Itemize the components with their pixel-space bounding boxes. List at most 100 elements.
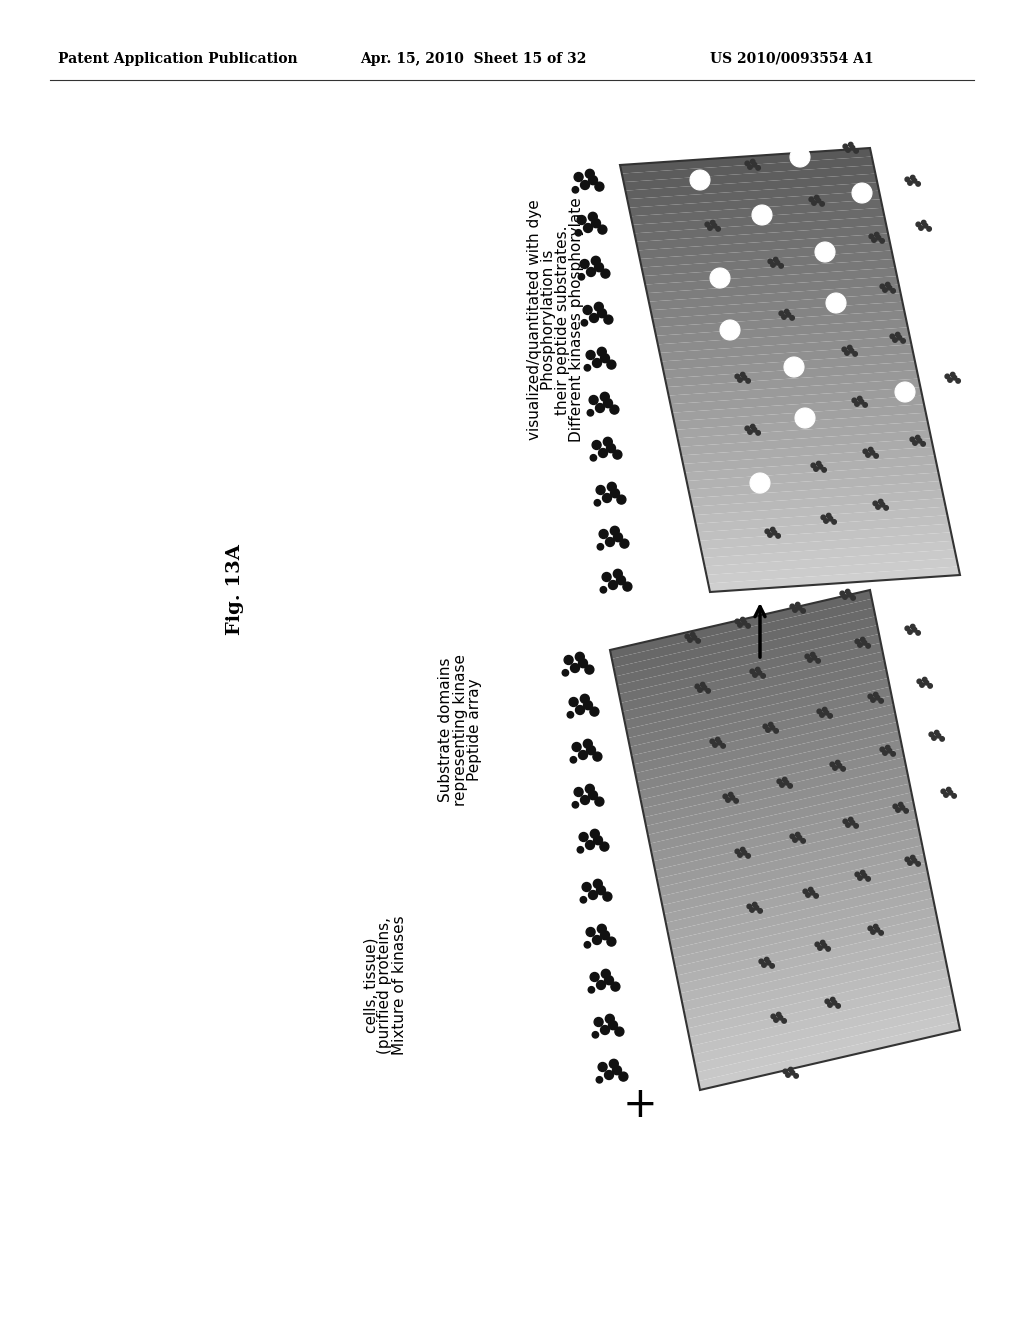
- Polygon shape: [620, 148, 871, 173]
- Polygon shape: [663, 845, 924, 913]
- Circle shape: [771, 1014, 775, 1019]
- Circle shape: [590, 708, 599, 715]
- Circle shape: [594, 1018, 603, 1027]
- Circle shape: [597, 981, 605, 990]
- Polygon shape: [674, 404, 926, 430]
- Circle shape: [809, 197, 813, 202]
- Polygon shape: [685, 455, 937, 480]
- Circle shape: [830, 998, 835, 1002]
- Polygon shape: [687, 465, 938, 490]
- Circle shape: [748, 430, 753, 434]
- Circle shape: [887, 285, 892, 290]
- Circle shape: [746, 1191, 759, 1203]
- Text: Peptide array: Peptide array: [467, 678, 481, 781]
- Circle shape: [854, 149, 858, 153]
- Circle shape: [868, 694, 872, 698]
- Circle shape: [710, 1204, 722, 1216]
- Circle shape: [610, 405, 618, 414]
- Text: Phosphorylation is: Phosphorylation is: [541, 249, 555, 391]
- Polygon shape: [688, 473, 940, 498]
- Circle shape: [599, 529, 608, 539]
- Polygon shape: [654, 310, 906, 335]
- Circle shape: [791, 834, 795, 838]
- Circle shape: [825, 946, 830, 952]
- Circle shape: [723, 795, 727, 799]
- Circle shape: [750, 473, 770, 492]
- Polygon shape: [681, 438, 933, 463]
- Circle shape: [821, 515, 825, 520]
- Circle shape: [763, 725, 768, 729]
- Circle shape: [616, 576, 626, 585]
- Polygon shape: [664, 352, 915, 379]
- Circle shape: [586, 841, 595, 850]
- Circle shape: [587, 268, 596, 276]
- Circle shape: [737, 623, 742, 627]
- Circle shape: [759, 960, 764, 964]
- Circle shape: [755, 906, 759, 909]
- Circle shape: [808, 657, 812, 663]
- Circle shape: [761, 673, 765, 678]
- Circle shape: [740, 372, 744, 376]
- Circle shape: [600, 392, 609, 401]
- Circle shape: [794, 1073, 799, 1078]
- Circle shape: [901, 339, 905, 343]
- Circle shape: [912, 858, 916, 863]
- Circle shape: [860, 870, 865, 875]
- Circle shape: [816, 198, 821, 203]
- Circle shape: [598, 226, 607, 234]
- Polygon shape: [705, 549, 956, 576]
- Polygon shape: [696, 1012, 958, 1081]
- Circle shape: [696, 639, 700, 643]
- Circle shape: [739, 1230, 752, 1242]
- Circle shape: [936, 734, 941, 738]
- Circle shape: [702, 1242, 715, 1255]
- Polygon shape: [695, 507, 947, 532]
- Circle shape: [771, 263, 775, 267]
- Circle shape: [562, 669, 568, 676]
- Circle shape: [592, 219, 600, 227]
- Circle shape: [814, 894, 818, 898]
- Circle shape: [772, 531, 777, 535]
- Circle shape: [846, 589, 850, 594]
- Circle shape: [593, 879, 602, 888]
- Circle shape: [590, 973, 599, 982]
- Circle shape: [585, 364, 591, 371]
- Circle shape: [814, 195, 819, 199]
- Circle shape: [768, 722, 773, 727]
- Circle shape: [598, 1063, 607, 1072]
- Circle shape: [848, 346, 852, 350]
- Polygon shape: [698, 1022, 961, 1090]
- Circle shape: [579, 659, 588, 668]
- Polygon shape: [709, 566, 961, 591]
- Circle shape: [854, 824, 858, 828]
- Circle shape: [587, 409, 594, 416]
- Circle shape: [607, 360, 615, 370]
- Polygon shape: [626, 174, 878, 199]
- Circle shape: [855, 639, 859, 644]
- Polygon shape: [691, 986, 952, 1055]
- Circle shape: [604, 1071, 613, 1080]
- Circle shape: [725, 1204, 736, 1216]
- Circle shape: [730, 796, 735, 800]
- Circle shape: [732, 1217, 743, 1229]
- Circle shape: [886, 746, 890, 750]
- Polygon shape: [671, 890, 933, 958]
- Circle shape: [726, 797, 730, 803]
- Circle shape: [579, 751, 588, 759]
- Circle shape: [620, 539, 629, 548]
- Circle shape: [873, 502, 878, 506]
- Polygon shape: [642, 251, 893, 276]
- Circle shape: [910, 855, 915, 859]
- Circle shape: [873, 924, 878, 929]
- Circle shape: [613, 450, 622, 459]
- Circle shape: [596, 1077, 602, 1082]
- Circle shape: [796, 602, 800, 607]
- Polygon shape: [645, 268, 897, 293]
- Circle shape: [746, 1242, 759, 1255]
- Circle shape: [849, 348, 854, 352]
- Circle shape: [817, 709, 821, 714]
- Circle shape: [863, 449, 867, 454]
- Circle shape: [843, 144, 848, 149]
- Polygon shape: [633, 207, 885, 234]
- Circle shape: [583, 305, 592, 314]
